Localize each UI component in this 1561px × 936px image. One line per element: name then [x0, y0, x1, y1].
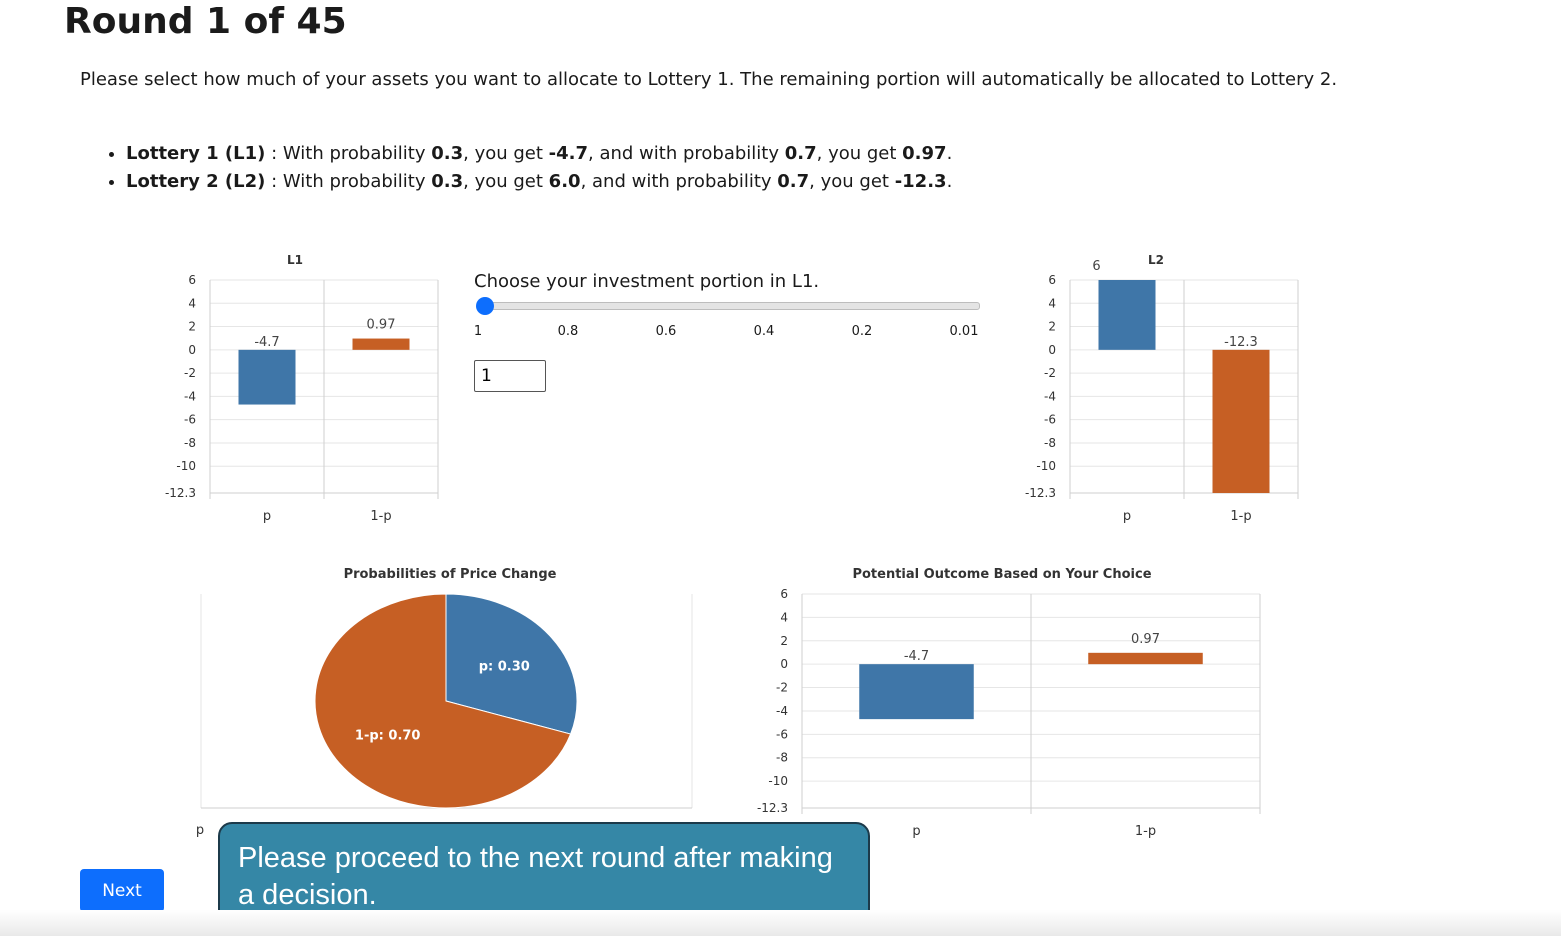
- y-tick-label: 4: [780, 610, 788, 624]
- y-tick-label: -8: [776, 751, 788, 765]
- y-tick-label: 4: [188, 296, 196, 310]
- page-title: Round 1 of 45: [64, 1, 347, 42]
- y-tick-label: -12.3: [165, 486, 196, 500]
- lottery-item-1: Lottery 1 (L1) : With probability 0.3, y…: [126, 140, 952, 168]
- x-tick-label: 1-p: [1135, 824, 1156, 839]
- pie-slice-label: 1-p: 0.70: [355, 729, 421, 744]
- y-tick-label: -10: [768, 774, 788, 788]
- y-tick-label: -4: [184, 389, 196, 403]
- lottery-prob-q: 0.7: [784, 143, 817, 164]
- outcome-bar-chart: Potential Outcome Based on Your Choice 6 4…: [757, 567, 1261, 839]
- investment-portion-input[interactable]: [474, 360, 546, 392]
- y-tick-label: 0: [1048, 343, 1056, 357]
- pie-slice-1-p: [314, 593, 572, 809]
- bar-value-label: 0.97: [1131, 632, 1160, 647]
- slider-tick-label: 0.4: [753, 324, 775, 339]
- pie-slice-label: p: 0.30: [479, 659, 530, 674]
- y-tick-label: 4: [1048, 296, 1056, 310]
- x-tick-label: 1-p: [1230, 509, 1251, 524]
- y-tick-label: -6: [1044, 413, 1056, 427]
- y-tick-label: 2: [780, 634, 788, 648]
- bottom-edge-shadow: [0, 910, 1561, 936]
- y-tick-label: 0: [780, 657, 788, 671]
- bar-p: [859, 664, 974, 720]
- y-tick-label: 2: [1048, 320, 1056, 334]
- bar-p: [1098, 280, 1156, 350]
- chart-title: Probabilities of Price Change: [344, 567, 557, 582]
- lottery-name: Lottery 2 (L2): [126, 171, 266, 192]
- investment-slider-panel: Choose your investment portion in L1. 1 0…: [474, 268, 984, 392]
- y-tick-label: -2: [184, 366, 196, 380]
- lottery-prob-q: 0.7: [777, 171, 810, 192]
- y-tick-label: -6: [776, 727, 788, 741]
- bar-value-label: -4.7: [254, 335, 279, 350]
- y-tick-label: -10: [1036, 459, 1056, 473]
- y-tick-label: 6: [188, 273, 196, 287]
- lottery-outcome-q: 0.97: [902, 143, 947, 164]
- probability-pie-chart: Probabilities of Price Change p p: 0.30 1-p…: [196, 567, 693, 838]
- y-tick-label: 6: [780, 587, 788, 601]
- bar-1-p: [1212, 349, 1270, 493]
- l2-bar-chart: L2 6 4 2 0 -2 -4 -6 -8 -10 -12.3 6 p -12.3 1-p: [1025, 253, 1299, 524]
- y-tick-label: -4: [776, 704, 788, 718]
- bar-value-label: 6: [1092, 259, 1100, 274]
- x-tick-label: p: [912, 824, 920, 839]
- lottery-outcome-q: -12.3: [894, 171, 947, 192]
- y-tick-label: -8: [184, 436, 196, 450]
- x-tick-label: p: [263, 509, 271, 524]
- bar-value-label: 0.97: [367, 318, 396, 333]
- bar-value-label: -4.7: [904, 649, 929, 664]
- lottery-prob-p: 0.3: [431, 143, 464, 164]
- slider-track[interactable]: [480, 302, 980, 310]
- instruction-text: Please select how much of your assets yo…: [80, 69, 1338, 90]
- lottery-list: Lottery 1 (L1) : With probability 0.3, y…: [104, 140, 952, 196]
- y-tick-label: -2: [776, 681, 788, 695]
- bar-1-p: [1088, 652, 1203, 665]
- slider-tick-label: 0.01: [949, 324, 979, 339]
- bar-p: [238, 349, 296, 405]
- y-tick-label: -8: [1044, 436, 1056, 450]
- slider-handle[interactable]: [476, 297, 494, 315]
- y-tick-label: -10: [176, 459, 196, 473]
- slider-tick-label: 0.6: [655, 324, 677, 339]
- bar-1-p: [352, 338, 410, 350]
- lottery-item-2: Lottery 2 (L2) : With probability 0.3, y…: [126, 168, 952, 196]
- lottery-prob-p: 0.3: [431, 171, 464, 192]
- l1-bar-chart: L1 6 4 2 0 -2 -4 -6 -8 -10 -12.3 -4.7 p 0.97 1-p: [165, 253, 439, 524]
- slider-tick-label: 0.8: [557, 324, 579, 339]
- lottery-outcome-p: -4.7: [548, 143, 589, 164]
- y-tick-label: -12.3: [1025, 486, 1056, 500]
- y-tick-label: 0: [188, 343, 196, 357]
- lottery-outcome-p: 6.0: [548, 171, 581, 192]
- chart-title: Potential Outcome Based on Your Choice: [852, 567, 1151, 582]
- y-tick-label: -2: [1044, 366, 1056, 380]
- slider-label: Choose your investment portion in L1.: [474, 271, 820, 292]
- x-tick-label: p: [196, 823, 204, 838]
- bar-value-label: -12.3: [1224, 335, 1258, 350]
- slider-tick-label: 1: [473, 324, 483, 339]
- x-tick-label: p: [1123, 509, 1131, 524]
- lottery-name: Lottery 1 (L1): [126, 143, 266, 164]
- y-tick-label: -6: [184, 413, 196, 427]
- y-tick-label: -12.3: [757, 801, 788, 815]
- pie-slice-p: [445, 593, 578, 735]
- slider-tick-labels: 1 0.8 0.6 0.4 0.2 0.01: [474, 324, 984, 344]
- chart-title: L1: [287, 253, 303, 267]
- y-tick-label: -4: [1044, 389, 1056, 403]
- y-tick-label: 6: [1048, 273, 1056, 287]
- x-tick-label: 1-p: [370, 509, 391, 524]
- next-button[interactable]: Next: [80, 869, 164, 912]
- slider-tick-label: 0.2: [851, 324, 873, 339]
- y-tick-label: 2: [188, 320, 196, 334]
- chart-title: L2: [1148, 253, 1164, 267]
